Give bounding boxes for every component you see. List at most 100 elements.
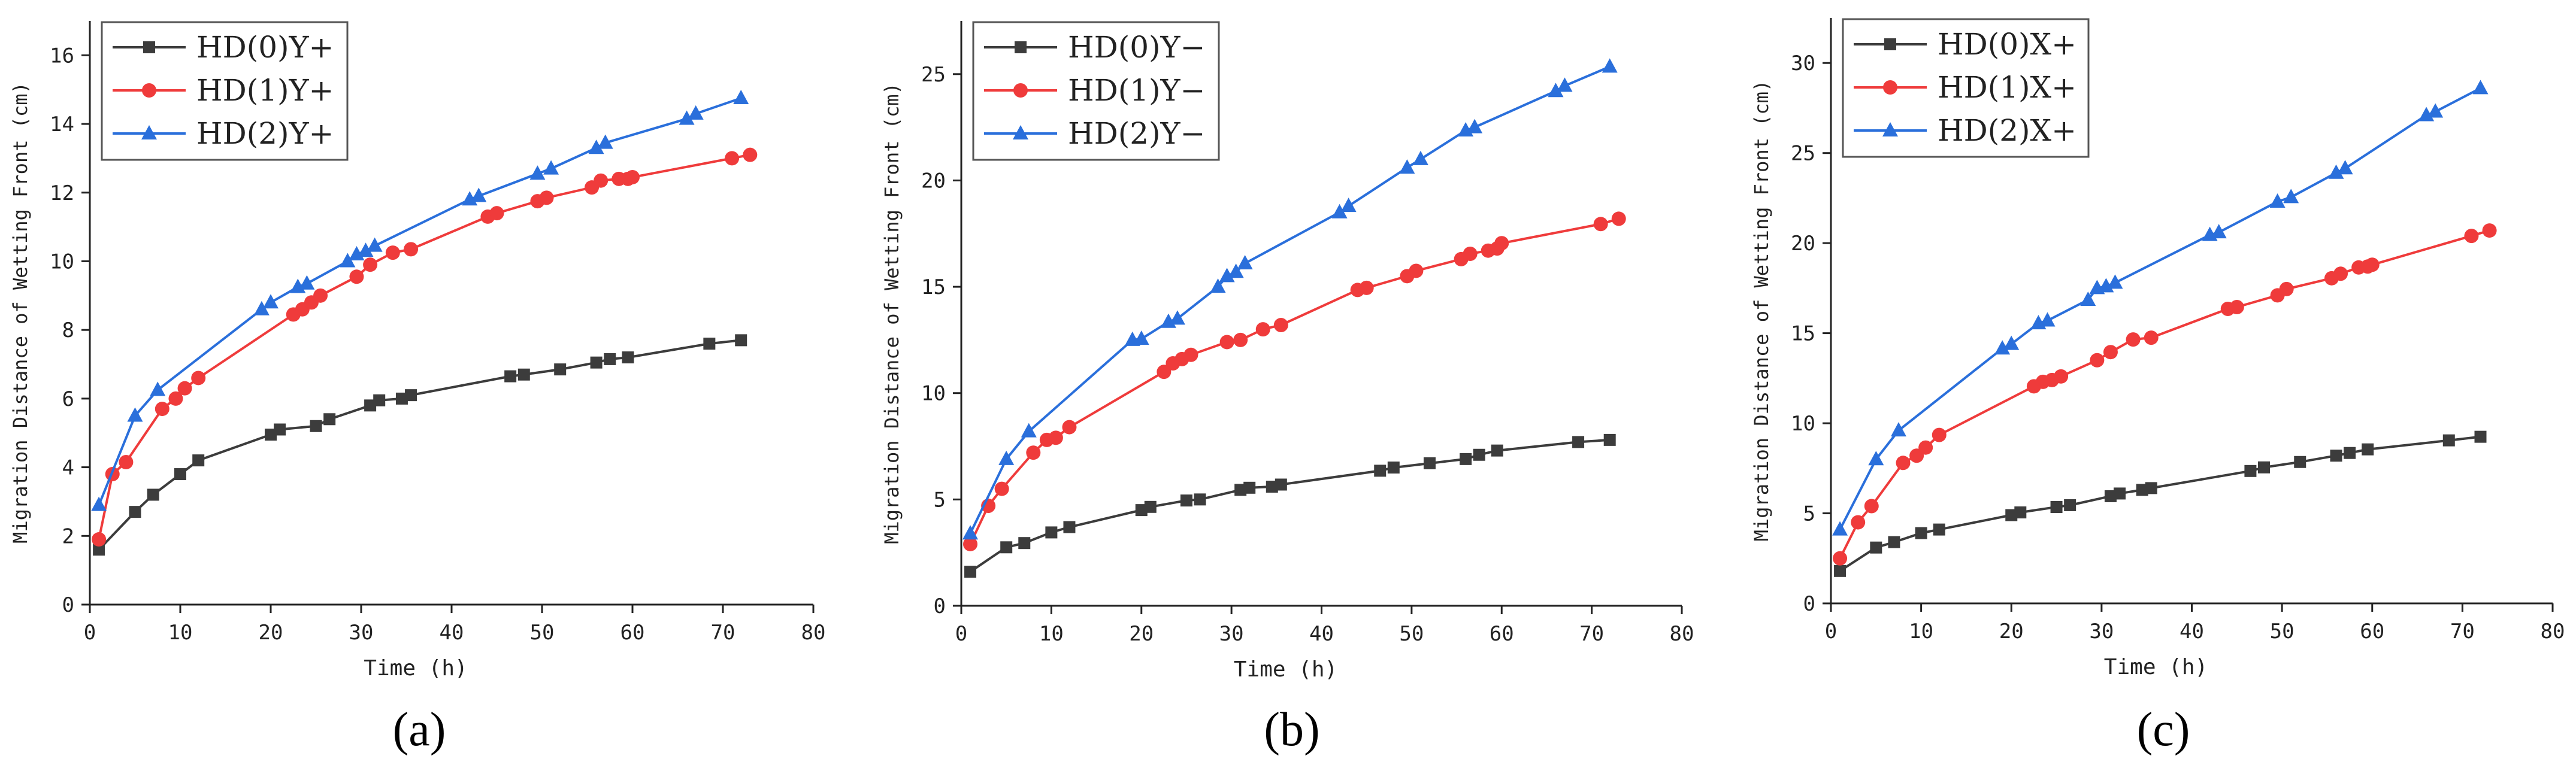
data-point [395,392,408,405]
legend-label: HD(1)X+ [1938,70,2076,105]
data-point [274,423,286,436]
data-point [1491,444,1503,457]
data-point [2442,434,2455,447]
data-point [543,160,559,175]
data-point [2126,332,2141,347]
data-point [1219,335,1234,350]
data-point [363,257,378,272]
data-point [1994,340,2011,355]
data-point [253,300,270,315]
data-point [679,110,695,125]
legend-marker [1015,41,1027,53]
x-tick-label: 10 [1909,620,1933,643]
data-point [155,402,169,417]
y-tick-label: 4 [62,456,74,480]
data-point [2333,266,2348,281]
data-point [2211,224,2227,239]
data-point [168,391,183,406]
data-point [1063,521,1076,533]
y-tick-label: 0 [934,594,946,618]
y-tick-label: 20 [921,169,946,193]
legend-label: HD(0)X+ [1938,27,2076,62]
data-point [192,454,205,467]
data-point [1157,365,1172,380]
data-point [554,363,567,376]
chart-panel-3: 0 10 20 30 40 50 60 70 80 0 5 10 15 20 25 30 Time (h) Mig… [1750,18,2565,756]
y-tick-label: 0 [62,593,74,617]
data-point [1026,445,1041,460]
data-point [1603,433,1616,446]
data-point [2064,499,2076,511]
data-point [733,90,749,105]
legend-marker [143,41,155,53]
x-tick-label: 0 [955,622,967,646]
x-tick-label: 60 [2360,620,2384,643]
data-point [1237,255,1253,270]
data-point [150,381,166,396]
data-point [2145,482,2157,494]
data-point [1473,448,1485,461]
legend-label: HD(2)Y− [1068,116,1205,151]
data-point [1255,322,1270,337]
data-point [1834,564,1847,577]
data-point [1045,526,1058,539]
data-point [92,532,107,547]
y-tick-label: 15 [921,275,946,299]
y-axis-title: Migration Distance of Wetting Front (cm) [1750,80,1773,542]
panel-label: (a) [393,703,446,756]
data-point [2050,501,2063,514]
data-point [2269,193,2286,208]
data-point [964,566,977,578]
data-point [1387,462,1400,474]
x-tick-label: 0 [84,621,96,645]
panel-label: (b) [1264,703,1319,756]
x-tick-label: 30 [2089,620,2114,643]
data-point [1000,541,1013,554]
legend-marker [1882,122,1898,136]
data-point [313,288,328,303]
series-line-hd1 [98,153,750,540]
data-point [2258,461,2270,473]
data-point [1890,422,1906,437]
data-point [1832,521,1848,536]
x-tick-label: 40 [440,621,464,645]
y-tick-label: 10 [50,250,74,274]
y-tick-label: 14 [50,113,74,136]
data-point [1194,493,1206,506]
data-point [1133,330,1149,345]
data-point [597,134,613,149]
x-tick-label: 0 [1825,620,1837,643]
data-point [2229,299,2244,314]
legend-label: HD(0)Y+ [196,30,334,65]
data-point [703,338,716,350]
data-point [2003,335,2020,350]
series-line-hd1 [1839,229,2490,559]
data-point [2054,369,2069,384]
data-point [1463,247,1478,262]
data-point [1233,332,1248,347]
y-tick-label: 20 [1791,232,1815,256]
x-tick-label: 20 [259,621,283,645]
x-tick-label: 10 [1039,622,1064,646]
data-point [622,351,634,364]
x-tick-label: 40 [2180,620,2204,643]
x-tick-label: 80 [2541,620,2565,643]
legend-marker [1883,80,1897,95]
y-tick-label: 2 [62,524,74,548]
data-point [1273,318,1288,333]
y-axis-title: Migration Distance of Wetting Front (cm) [9,82,32,544]
data-point [1266,481,1278,493]
data-point [2279,281,2294,296]
x-tick-label: 30 [1219,622,1244,646]
data-point [1144,500,1157,513]
data-point [1611,211,1626,226]
data-point [2005,509,2018,521]
x-axis-title: Time (h) [2104,655,2208,679]
data-point [1933,523,1945,536]
data-point [539,190,554,205]
data-point [1048,430,1063,445]
data-point [594,173,609,188]
data-point [2107,274,2123,289]
x-tick-label: 20 [1999,620,2024,643]
data-point [1331,204,1348,218]
